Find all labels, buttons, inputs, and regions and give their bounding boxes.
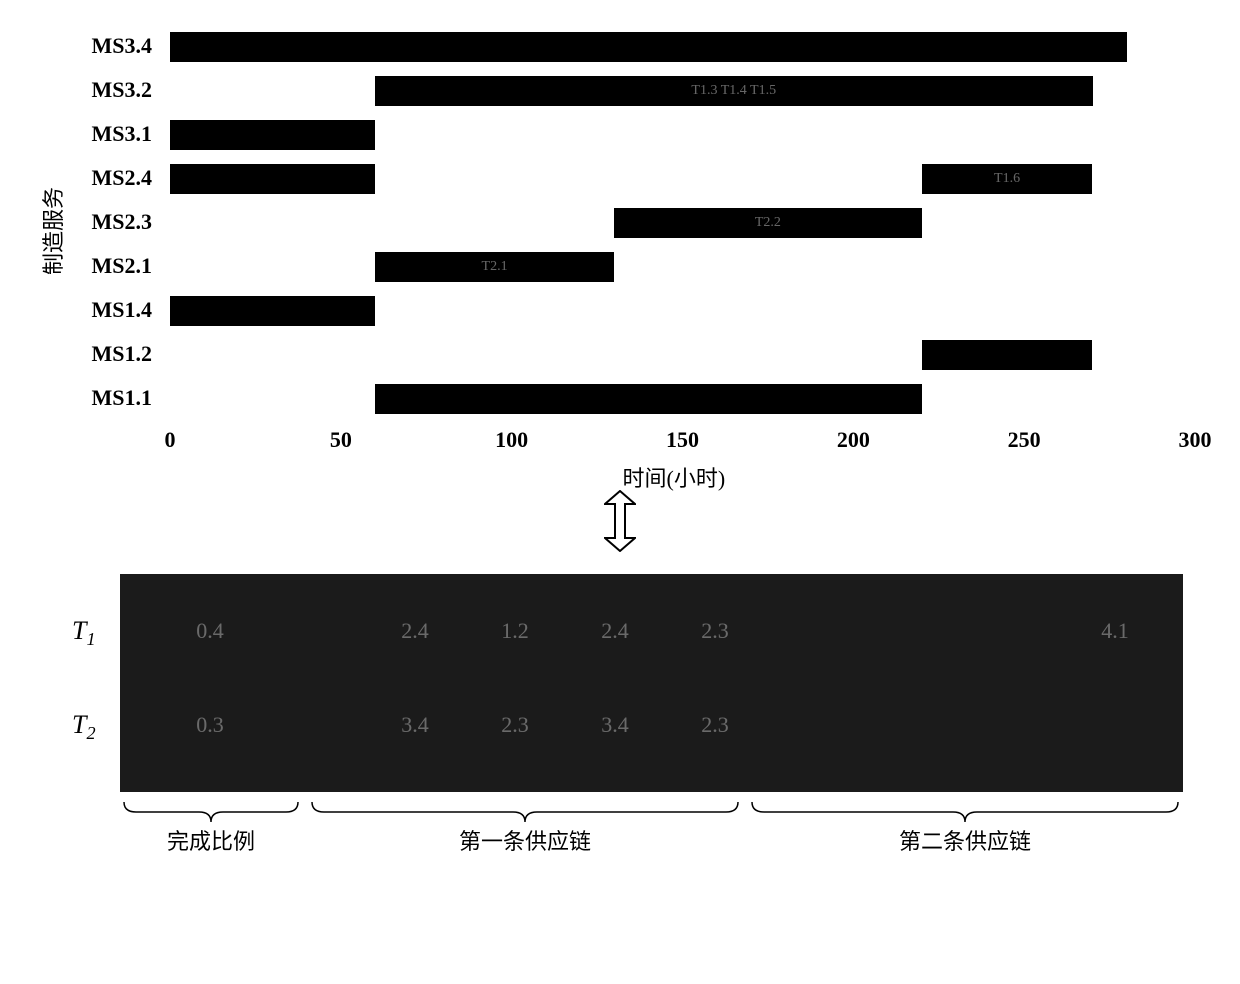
table-cell: 0.4 xyxy=(165,618,255,644)
table-cell: 2.3 xyxy=(670,712,760,738)
table-background xyxy=(120,574,1183,792)
brace-icon xyxy=(750,800,1180,826)
brace-icon xyxy=(310,800,740,826)
brace-label: 第一条供应链 xyxy=(310,824,740,856)
table-cell: 4.1 xyxy=(1070,618,1160,644)
table-cell: 3.4 xyxy=(370,712,460,738)
table-row-label: T1 xyxy=(72,616,96,650)
table-cell: 3.4 xyxy=(570,712,660,738)
table-cell: 1.2 xyxy=(470,618,560,644)
table-cell: 2.3 xyxy=(470,712,560,738)
table-cell: 2.4 xyxy=(570,618,660,644)
table-cell: 2.4 xyxy=(370,618,460,644)
table-row-label: T2 xyxy=(72,710,96,744)
encoding-table: T1 T2 0.4 2.4 1.2 2.4 2.3 4.1 0.3 3.4 2.3 3.4 2.3 完成比… xyxy=(0,0,1240,984)
brace-label: 完成比例 xyxy=(122,824,300,856)
table-cell: 2.3 xyxy=(670,618,760,644)
table-cell: 0.3 xyxy=(165,712,255,738)
brace-label: 第二条供应链 xyxy=(750,824,1180,856)
brace-icon xyxy=(122,800,300,826)
